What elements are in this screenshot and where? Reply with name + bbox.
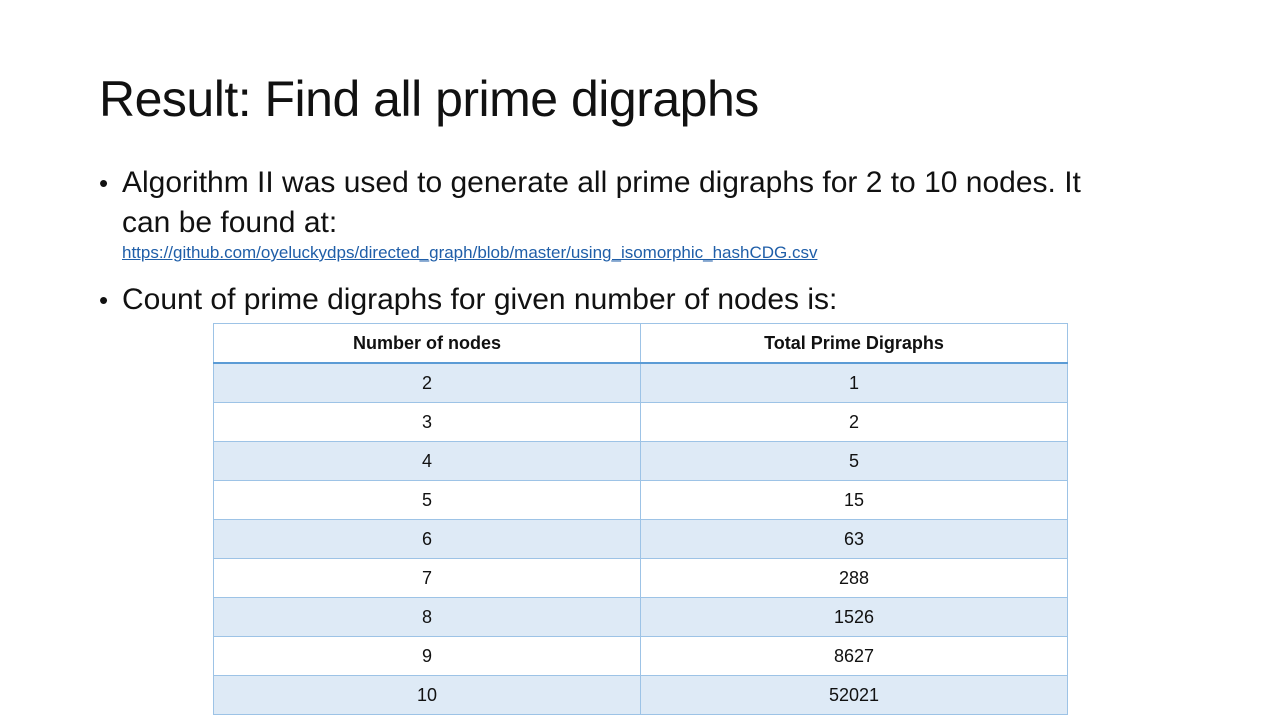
table-row: 10 52021 (213, 675, 1068, 715)
bullet-text: Count of prime digraphs for given number… (122, 283, 838, 316)
cell-nodes: 7 (213, 558, 641, 598)
table-row: 2 1 (213, 362, 1068, 403)
cell-nodes: 2 (213, 362, 641, 403)
cell-count: 1526 (640, 597, 1068, 637)
bullet-algorithm: • Algorithm II was used to generate all … (99, 163, 1119, 263)
cell-count: 288 (640, 558, 1068, 598)
table-row: 6 63 (213, 519, 1068, 559)
header-number-of-nodes: Number of nodes (213, 323, 641, 364)
table-row: 3 2 (213, 402, 1068, 442)
table-header-row: Number of nodes Total Prime Digraphs (213, 323, 1068, 364)
cell-count: 52021 (640, 675, 1068, 715)
cell-count: 15 (640, 480, 1068, 520)
bullet-dot: • (99, 285, 109, 315)
bullet-text: Algorithm II was used to generate all pr… (122, 166, 1081, 239)
slide-title: Result: Find all prime digraphs (99, 71, 759, 127)
cell-nodes: 5 (213, 480, 641, 520)
cell-nodes: 10 (213, 675, 641, 715)
table-row: 7 288 (213, 558, 1068, 598)
prime-digraph-table: Number of nodes Total Prime Digraphs 2 1… (213, 323, 1068, 715)
header-total-prime-digraphs: Total Prime Digraphs (640, 323, 1068, 364)
table-row: 9 8627 (213, 636, 1068, 676)
cell-nodes: 4 (213, 441, 641, 481)
cell-nodes: 3 (213, 402, 641, 442)
cell-count: 2 (640, 402, 1068, 442)
table-row: 4 5 (213, 441, 1068, 481)
bullet-dot: • (99, 168, 109, 198)
csv-link[interactable]: https://github.com/oyeluckydps/directed_… (122, 243, 818, 262)
cell-count: 1 (640, 362, 1068, 403)
cell-nodes: 6 (213, 519, 641, 559)
cell-count: 8627 (640, 636, 1068, 676)
cell-count: 63 (640, 519, 1068, 559)
table-row: 5 15 (213, 480, 1068, 520)
table-row: 8 1526 (213, 597, 1068, 637)
cell-nodes: 8 (213, 597, 641, 637)
cell-count: 5 (640, 441, 1068, 481)
bullet-count: • Count of prime digraphs for given numb… (99, 280, 1119, 320)
cell-nodes: 9 (213, 636, 641, 676)
